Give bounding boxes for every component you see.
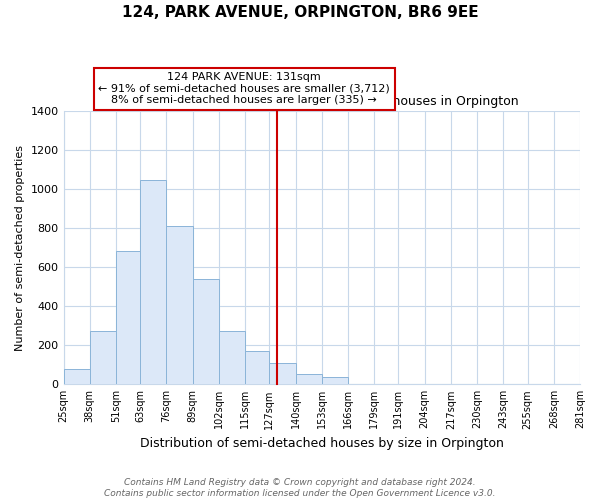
X-axis label: Distribution of semi-detached houses by size in Orpington: Distribution of semi-detached houses by … [140, 437, 504, 450]
Bar [296, 374, 322, 384]
Y-axis label: Number of semi-detached properties: Number of semi-detached properties [15, 144, 25, 350]
Text: 124, PARK AVENUE, ORPINGTON, BR6 9EE: 124, PARK AVENUE, ORPINGTON, BR6 9EE [122, 5, 478, 20]
Text: 124 PARK AVENUE: 131sqm
← 91% of semi-detached houses are smaller (3,712)
8% of : 124 PARK AVENUE: 131sqm ← 91% of semi-de… [98, 72, 390, 106]
Bar [269, 363, 296, 384]
Bar [166, 226, 193, 384]
Title: Size of property relative to semi-detached houses in Orpington: Size of property relative to semi-detach… [124, 96, 519, 108]
Bar [193, 279, 219, 384]
Bar [219, 330, 245, 384]
Bar [322, 378, 348, 384]
Bar [245, 351, 269, 384]
Bar [90, 330, 116, 384]
Bar [64, 368, 90, 384]
Bar [140, 180, 166, 384]
Bar [116, 250, 140, 384]
Text: Contains HM Land Registry data © Crown copyright and database right 2024.
Contai: Contains HM Land Registry data © Crown c… [104, 478, 496, 498]
